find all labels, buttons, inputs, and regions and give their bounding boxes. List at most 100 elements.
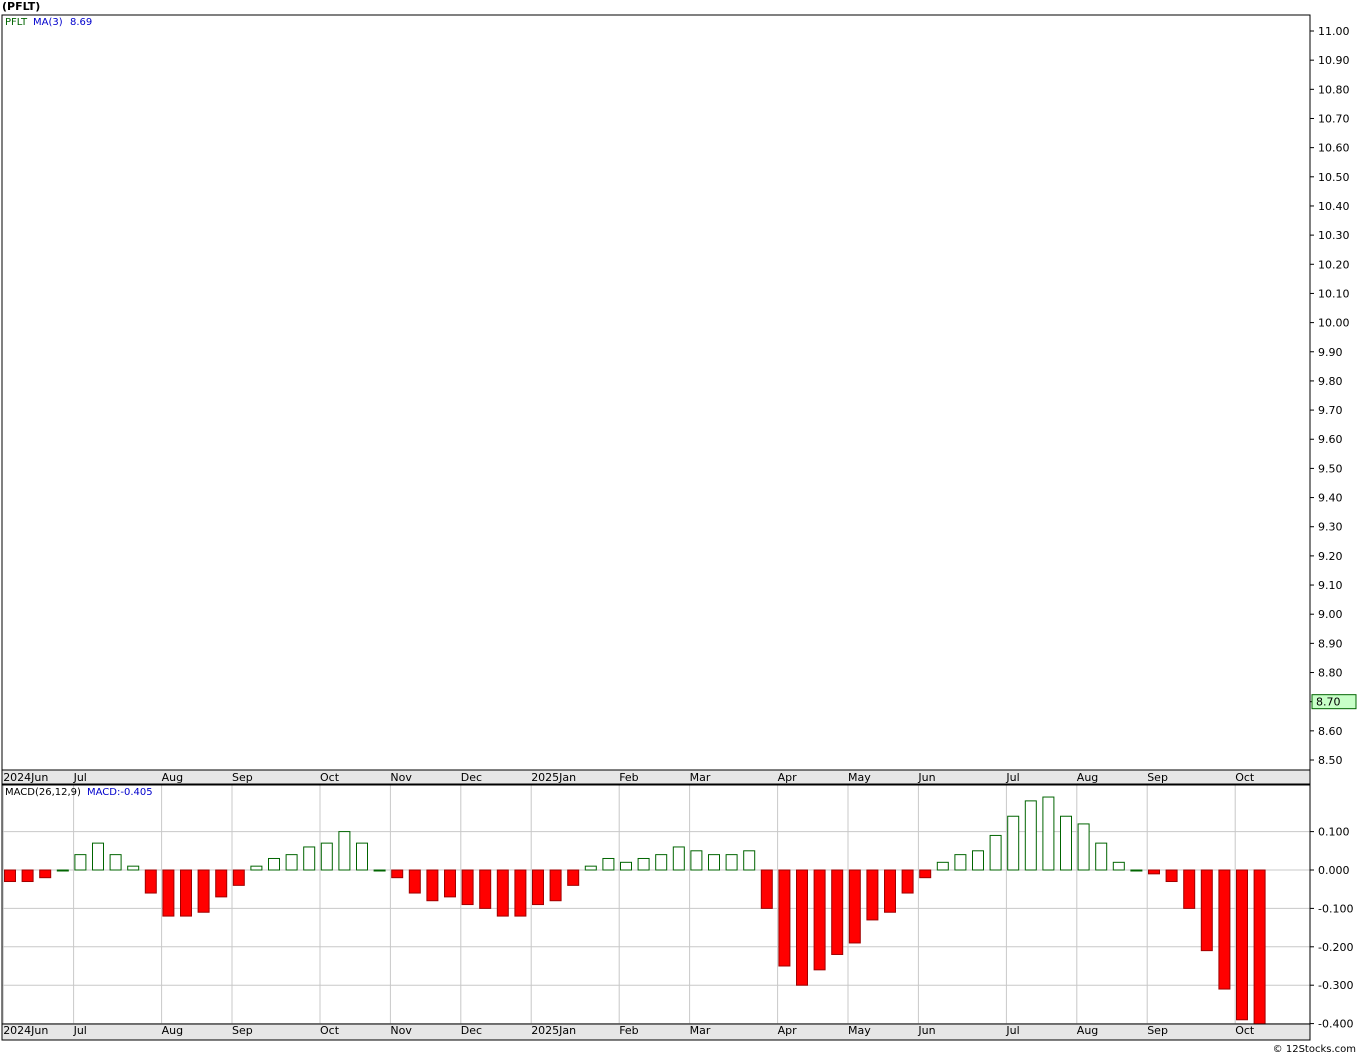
axis-labels: 11.00 10.90 10.80 10.70 10.60 10.50 10.40 10.30… [3, 17, 1357, 1037]
month-label: Sep [1147, 1024, 1168, 1037]
macd-bar [848, 869, 861, 944]
month-label: 2024Jun [3, 771, 48, 784]
macd-tick-label: -0.300 [1318, 979, 1353, 992]
month-label: Feb [619, 771, 638, 784]
macd-bar [620, 861, 632, 871]
price-tick-label: 10.90 [1318, 54, 1350, 67]
price-tick-label: 10.60 [1318, 142, 1350, 155]
macd-bar [215, 869, 228, 898]
price-tick-label: 9.00 [1318, 608, 1343, 621]
x-axis-strip-bottom [1, 1023, 1311, 1041]
price-tick-label: 9.60 [1318, 433, 1343, 446]
macd-legend-label: MACD(26,12,9) [5, 787, 81, 798]
month-label: Aug [162, 771, 183, 784]
macd-bar [391, 869, 404, 879]
month-label: Sep [1147, 771, 1168, 784]
macd-tick-label: -0.100 [1318, 902, 1353, 915]
chart-title: (PFLT) [2, 0, 41, 13]
macd-bar [708, 854, 720, 871]
month-label: Jul [1005, 1024, 1019, 1037]
price-tick-label: 10.70 [1318, 112, 1350, 125]
macd-bar [743, 850, 756, 871]
price-tick-label: 11.00 [1318, 25, 1350, 38]
macd-bar [1165, 869, 1178, 883]
macd-histogram [4, 796, 1266, 1027]
macd-bar [1024, 800, 1037, 871]
legend-ma-label: MA(3) [33, 17, 63, 28]
price-tick-label: 9.40 [1318, 492, 1343, 505]
macd-bar [725, 854, 738, 871]
macd-bar [1042, 796, 1055, 871]
price-tick-label: 10.20 [1318, 258, 1350, 271]
macd-bar [690, 850, 703, 871]
month-label: Feb [619, 1024, 638, 1037]
price-tick-label: 8.60 [1318, 725, 1343, 738]
month-label: May [848, 771, 871, 784]
macd-bar [373, 869, 386, 872]
month-label: 2025Jan [531, 771, 576, 784]
macd-bar [1130, 869, 1143, 872]
month-label: Sep [232, 771, 253, 784]
price-tick-label: 8.90 [1318, 637, 1343, 650]
macd-bar [813, 869, 826, 971]
macd-bar [162, 869, 175, 917]
month-label: Mar [690, 1024, 711, 1037]
macd-bar [197, 869, 210, 913]
legend-symbol: PFLT [5, 17, 28, 28]
macd-bar [919, 869, 932, 879]
macd-bar [461, 869, 474, 906]
month-label: Aug [1077, 771, 1098, 784]
macd-bar [39, 869, 52, 879]
macd-bar [408, 869, 421, 894]
macd-bar [21, 869, 34, 883]
macd-bar [285, 854, 298, 871]
macd-bar [1077, 823, 1090, 871]
month-label: Nov [390, 1024, 412, 1037]
macd-bar [338, 831, 351, 871]
month-label: Sep [232, 1024, 253, 1037]
last-price-tag: 8.70 [1311, 694, 1357, 710]
macd-bar [884, 869, 896, 913]
macd-bar [56, 869, 69, 872]
month-label: Dec [461, 1024, 482, 1037]
price-tick-label: 10.80 [1318, 83, 1350, 96]
price-tick-label: 9.90 [1318, 346, 1343, 359]
macd-bar [320, 842, 333, 871]
month-label: 2025Jan [531, 1024, 576, 1037]
price-tick-label: 9.80 [1318, 375, 1343, 388]
month-label: Oct [1235, 1024, 1255, 1037]
price-tick-label: 9.10 [1318, 579, 1343, 592]
macd-bar [479, 869, 492, 909]
price-tick-label: 9.20 [1318, 550, 1343, 563]
macd-bar [567, 869, 580, 886]
macd-bar [109, 854, 122, 871]
price-tick-label: 8.50 [1318, 754, 1343, 767]
macd-bar [796, 869, 808, 986]
macd-bar [180, 869, 192, 917]
month-label: Dec [461, 771, 482, 784]
macd-bar [4, 869, 16, 883]
macd-bar [866, 869, 879, 921]
price-tick-label: 9.50 [1318, 462, 1343, 475]
macd-bar [74, 854, 87, 871]
month-label: Oct [320, 771, 340, 784]
macd-bar [901, 869, 914, 894]
price-tick-label: 10.30 [1318, 229, 1350, 242]
month-label: Apr [778, 771, 798, 784]
price-tick-label: 9.70 [1318, 404, 1343, 417]
macd-bar [672, 846, 685, 871]
month-label: Oct [1235, 771, 1255, 784]
footer-credit: © 12Stocks.com [1272, 1044, 1356, 1055]
macd-legend-value: MACD:-0.405 [87, 787, 153, 798]
legend-ma-value: 8.69 [70, 17, 92, 28]
price-tick-label: 8.80 [1318, 667, 1343, 680]
macd-bar [1183, 869, 1196, 909]
macd-bar [250, 865, 263, 871]
price-tick-label: 10.10 [1318, 287, 1350, 300]
month-label: May [848, 1024, 871, 1037]
month-label: Aug [1077, 1024, 1098, 1037]
macd-tick-label: 0.100 [1318, 826, 1350, 839]
month-label: Jul [73, 1024, 87, 1037]
macd-bar [92, 842, 104, 871]
